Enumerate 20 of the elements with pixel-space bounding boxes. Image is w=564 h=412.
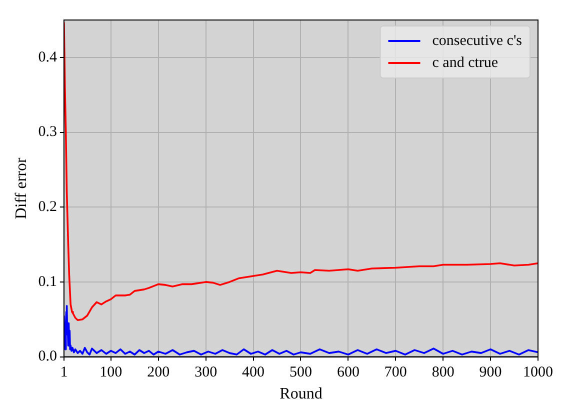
x-tick-label: 400 [242, 364, 265, 381]
x-axis-title: Round [280, 386, 322, 403]
legend-label: c and ctrue [432, 54, 498, 71]
x-tick-label: 900 [479, 364, 502, 381]
y-tick-label: 0.2 [38, 199, 57, 216]
x-tick-label: 300 [194, 364, 218, 381]
x-tick-label: 700 [384, 364, 407, 381]
legend-label: consecutive c's [432, 32, 522, 49]
y-tick-label: 0.0 [38, 348, 57, 365]
x-tick-label: 100 [100, 364, 122, 381]
y-tick-label: 0.3 [38, 124, 57, 140]
y-tick-label: 0.4 [38, 49, 58, 66]
y-tick-label: 0.1 [38, 274, 57, 290]
x-tick-label: 500 [289, 364, 312, 381]
x-tick-label: 600 [336, 364, 360, 381]
x-tick-label: 1000 [523, 364, 553, 381]
y-axis-title: Diff error [12, 157, 30, 220]
x-tick-label: 200 [147, 364, 170, 381]
x-tick-label: 1 [60, 364, 68, 381]
x-tick-label: 800 [432, 364, 454, 381]
